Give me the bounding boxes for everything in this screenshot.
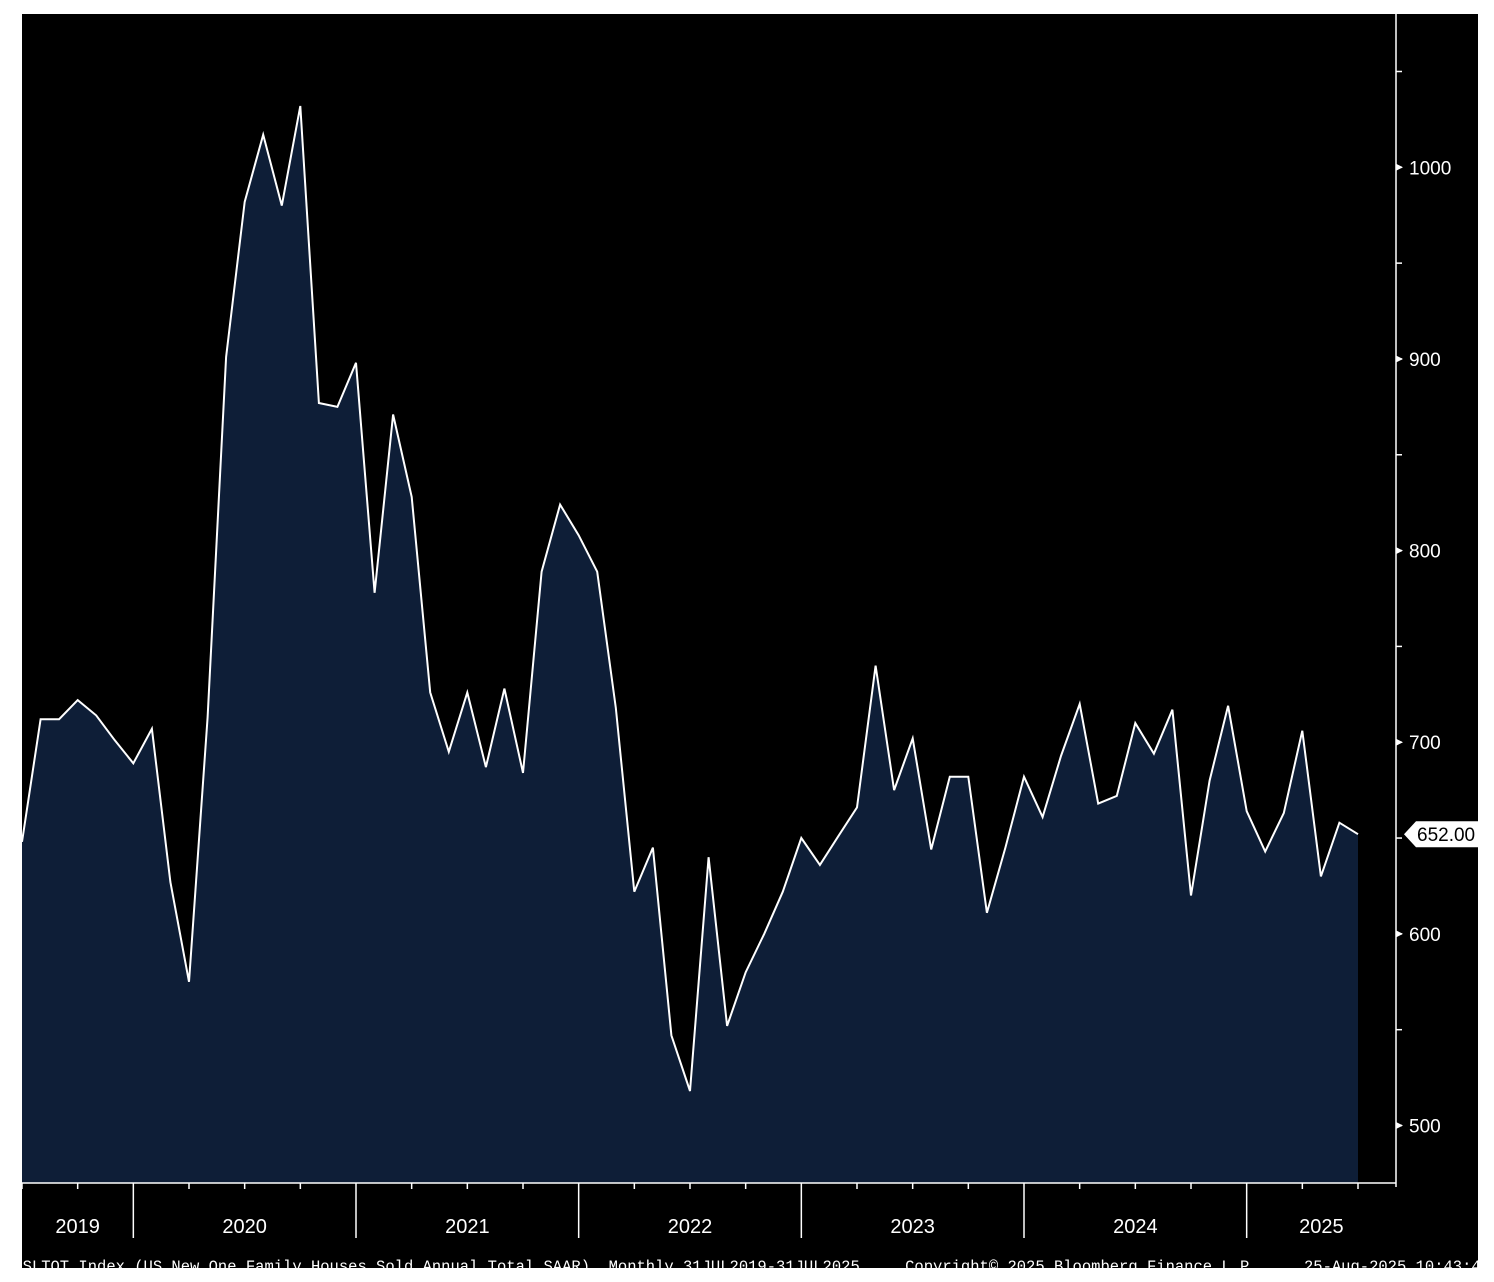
x-year-label: 2025 — [1299, 1216, 1344, 1238]
x-year-label: 2019 — [55, 1216, 100, 1238]
x-year-label: 2021 — [445, 1216, 490, 1238]
last-value-marker: 652.00 — [1404, 821, 1478, 848]
y-tick-label: 600 — [1409, 925, 1441, 946]
area-fill — [22, 106, 1358, 1183]
y-tick-label: 900 — [1409, 350, 1441, 371]
x-year-label: 2024 — [1113, 1216, 1158, 1238]
y-major-tick — [1396, 930, 1403, 938]
last-value-label: 652.00 — [1417, 825, 1475, 846]
y-tick-label: 1000 — [1409, 158, 1451, 179]
y-tick-label: 500 — [1409, 1117, 1441, 1138]
y-tick-label: 700 — [1409, 733, 1441, 754]
y-tick-label: 800 — [1409, 542, 1441, 563]
footer-description: NHSLTOT Index (US New One Family Houses … — [4, 1258, 860, 1276]
area-chart: 500 600 700 800 900 1000 2019 2020 2021 2022 2023… — [22, 14, 1478, 1238]
y-major-tick — [1396, 355, 1403, 363]
x-axis: 2019 2020 2021 2022 2023 2024 2025 — [22, 1182, 1396, 1238]
footer-copyright: Copyright© 2025 Bloomberg Finance L.P. — [905, 1258, 1259, 1276]
footer-timestamp: 25-Aug-2025 10:43:41 — [1303, 1258, 1490, 1276]
y-major-tick — [1396, 163, 1403, 171]
y-major-tick — [1396, 547, 1403, 555]
x-year-label: 2023 — [890, 1216, 935, 1238]
series-line — [22, 105, 1359, 1092]
y-axis: 500 600 700 800 900 1000 — [1395, 14, 1451, 1187]
x-year-label: 2022 — [668, 1216, 713, 1238]
chart-frame: 500 600 700 800 900 1000 2019 2020 2021 2022 2023… — [22, 14, 1478, 1268]
y-major-tick — [1396, 1122, 1403, 1130]
chart-footer: NHSLTOT Index (US New One Family Houses … — [0, 1252, 1494, 1282]
y-major-tick — [1396, 738, 1403, 746]
last-value-tag — [1404, 821, 1478, 848]
x-year-label: 2020 — [222, 1216, 267, 1238]
